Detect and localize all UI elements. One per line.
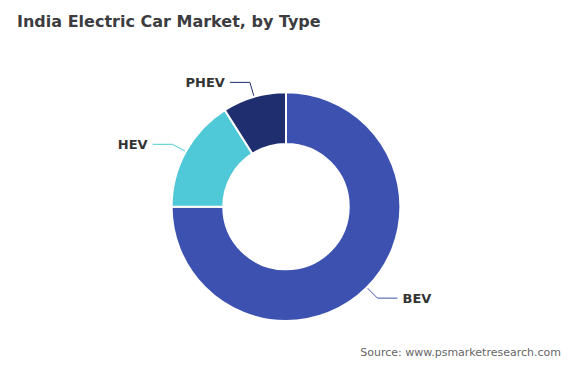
svg-text:BEV: BEV [402, 291, 431, 306]
svg-text:Source: www.psmarketresearch.c: Source: www.psmarketresearch.com [360, 346, 561, 359]
svg-text:HEV: HEV [118, 137, 148, 152]
svg-text:PHEV: PHEV [186, 75, 225, 90]
svg-text:India Electric Car Market, by: India Electric Car Market, by Type [17, 12, 321, 31]
